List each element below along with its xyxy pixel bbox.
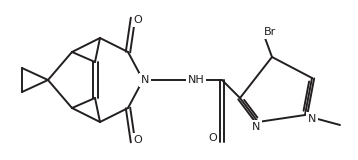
- Text: N: N: [141, 75, 149, 85]
- Text: N: N: [308, 114, 316, 124]
- Text: NH: NH: [188, 75, 204, 85]
- Text: N: N: [252, 122, 260, 132]
- Text: Br: Br: [264, 27, 276, 37]
- Text: O: O: [134, 15, 142, 25]
- Text: O: O: [134, 135, 142, 145]
- Text: O: O: [209, 133, 217, 143]
